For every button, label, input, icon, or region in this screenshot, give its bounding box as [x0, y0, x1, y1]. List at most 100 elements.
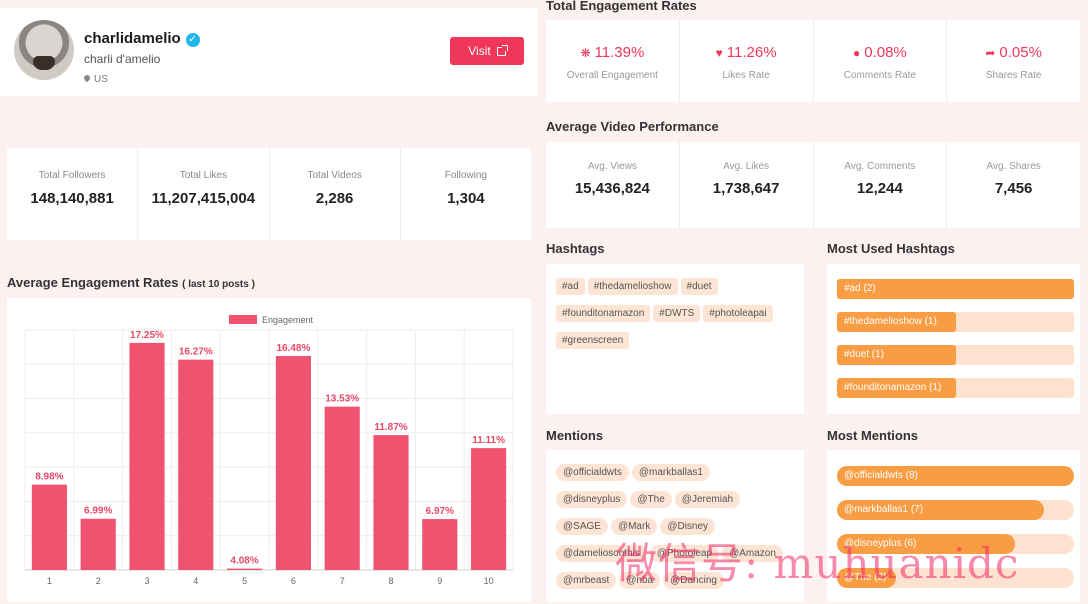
stat-total-videos: Total Videos 2,286 — [268, 148, 400, 240]
external-link-icon — [496, 44, 508, 56]
hashtag-tag[interactable]: #thedamelioshow — [587, 278, 678, 295]
chart-x-tick: 9 — [437, 576, 442, 586]
hashtag-tag[interactable]: #photoleapai — [703, 305, 773, 322]
engagement-chart-card: Engagement 8.98% 1 6.99% 2 17.25% 3 16.27% 4 4.08… — [7, 298, 531, 602]
chart-bar — [275, 356, 311, 570]
profile-country: US — [82, 73, 108, 85]
profile-display-name: charli d'amelio — [84, 52, 161, 66]
hashtag-tag[interactable]: #ad — [556, 278, 585, 295]
mention-tag[interactable]: @nba — [619, 572, 661, 589]
hashtag-bar: #founditonamazon (1) — [837, 378, 956, 398]
rate-likes: ♥ 11.26% Likes Rate — [678, 20, 813, 102]
engagement-title: Total Engagement Rates — [546, 0, 697, 13]
mention-tag[interactable]: @markballas1 — [631, 464, 710, 481]
hashtag-bar-row: #thedamelioshow (1) — [837, 312, 1074, 332]
chart-bar — [31, 484, 67, 570]
chart-bar — [80, 518, 116, 570]
mention-tag[interactable]: @SAGE — [556, 518, 608, 535]
perf-avg-likes: Avg. Likes 1,738,647 — [678, 142, 813, 228]
hashtag-bar: #ad (2) — [837, 279, 1074, 299]
perf-avg-shares: Avg. Shares 7,456 — [946, 142, 1080, 228]
mention-tag[interactable]: @Disney — [660, 518, 716, 535]
mention-bar-row: @officialdwts (8) — [837, 466, 1074, 486]
hashtag-tag[interactable]: #duet — [680, 278, 718, 295]
hashtags-card: #ad #thedamelioshow #duet #founditonamazon… — [546, 264, 804, 414]
stat-following: Following 1,304 — [399, 148, 531, 240]
video-performance-title: Average Video Performance — [546, 119, 719, 134]
profile-username: charlidamelio ✓ — [84, 30, 200, 47]
hashtag-bar: #thedamelioshow (1) — [837, 312, 956, 332]
chart-data-label: 16.48% — [276, 343, 310, 354]
chart-x-tick: 5 — [242, 576, 247, 586]
sparkle-icon: ❋ — [580, 46, 591, 60]
chart-legend-swatch — [229, 315, 257, 324]
chart-x-tick: 3 — [144, 576, 149, 586]
mention-tag[interactable]: @Amazon — [722, 545, 783, 562]
chart-data-label: 11.87% — [374, 422, 407, 433]
engagement-rates-card: ❋ 11.39% Overall Engagement ♥ 11.26% Likes R… — [546, 20, 1080, 102]
mention-bar: @disneyplus (6) — [837, 534, 1015, 554]
location-pin-icon — [82, 73, 92, 83]
chart-data-label: 6.97% — [426, 506, 454, 517]
rate-overall-engagement: ❋ 11.39% Overall Engagement — [566, 44, 658, 81]
video-performance-card: Avg. Views 15,436,824 Avg. Likes 1,738,647… — [546, 142, 1080, 228]
chart-bar — [129, 342, 165, 570]
mention-tag[interactable]: @The — [630, 491, 672, 508]
chart-x-tick: 8 — [388, 576, 393, 586]
mention-tag[interactable]: @Jeremiah — [674, 491, 741, 508]
engagement-bar-chart: Engagement 8.98% 1 6.99% 2 17.25% 3 16.27% 4 4.08… — [24, 315, 514, 586]
chart-data-label: 8.98% — [35, 472, 63, 483]
profile-card: charlidamelio ✓ charli d'amelio US Visit — [0, 8, 538, 96]
chart-data-label: 11.11% — [472, 435, 505, 446]
chart-bar — [178, 359, 214, 570]
mention-tag[interactable]: @Mark — [610, 518, 658, 535]
watermark-text: 微信号: muhuanidc — [615, 539, 1020, 588]
chart-data-label: 4.08% — [230, 556, 258, 567]
hashtags-title: Hashtags — [546, 241, 605, 256]
rate-comments: ● 0.08% Comments Rate — [812, 20, 947, 102]
hashtag-tag[interactable]: #DWTS — [653, 305, 701, 322]
mention-bar: @The (2) — [837, 568, 897, 588]
rate-shares: ➦ 0.05% Shares Rate — [946, 20, 1080, 102]
mention-tag[interactable]: @Photoleap — [649, 545, 720, 562]
chart-x-tick: 10 — [484, 576, 494, 586]
hashtag-bar-row: #duet (1) — [837, 345, 1074, 365]
heart-icon: ♥ — [715, 46, 723, 60]
chart-bar — [227, 568, 263, 570]
perf-avg-comments: Avg. Comments 12,244 — [812, 142, 947, 228]
hashtag-tag[interactable]: #greenscreen — [556, 332, 630, 349]
mention-bar-row: @markballas1 (7) — [837, 500, 1074, 520]
most-used-hashtags-title: Most Used Hashtags — [827, 241, 955, 256]
chart-bar — [422, 519, 458, 570]
chart-bar — [324, 406, 360, 570]
chart-data-label: 16.27% — [179, 347, 213, 358]
most-mentions-title: Most Mentions — [827, 428, 918, 443]
mention-tag[interactable]: @officialdwts — [556, 464, 629, 481]
mention-tag[interactable]: @disneyplus — [556, 491, 628, 508]
chart-x-tick: 2 — [96, 576, 101, 586]
mention-tag[interactable]: @dameliosonthis — [556, 545, 647, 562]
visit-button[interactable]: Visit — [450, 37, 524, 65]
most-used-hashtags-card: #ad (2) #thedamelioshow (1) #duet (1) #f… — [827, 264, 1080, 414]
chart-section-title: Average Engagement Rates ( last 10 posts… — [7, 275, 255, 290]
chart-legend-label: Engagement — [262, 315, 314, 325]
hashtag-tag[interactable]: #founditonamazon — [556, 305, 651, 322]
hashtag-bar: #duet (1) — [837, 345, 956, 365]
stat-total-likes: Total Likes 11,207,415,004 — [137, 148, 268, 240]
chart-x-tick: 6 — [291, 576, 296, 586]
chart-x-tick: 7 — [340, 576, 345, 586]
mention-tag[interactable]: @mrbeast — [556, 572, 617, 589]
profile-stats: Total Followers 148,140,881 Total Likes 11… — [7, 148, 531, 240]
hashtag-bar-row: #founditonamazon (1) — [837, 378, 1074, 398]
perf-avg-views: Avg. Views 15,436,824 — [574, 161, 650, 197]
chart-bar — [373, 435, 409, 570]
chart-bar — [471, 448, 507, 570]
share-icon: ➦ — [985, 46, 996, 60]
hashtag-bar-row: #ad (2) — [837, 279, 1074, 299]
verified-badge-icon: ✓ — [185, 33, 200, 47]
mention-tag[interactable]: @Dancing — [663, 572, 724, 589]
mention-bar-row: @The (2) — [837, 568, 1074, 588]
chart-data-label: 6.99% — [84, 506, 112, 517]
avatar[interactable] — [14, 20, 74, 80]
mention-bar: @officialdwts (8) — [837, 466, 1074, 486]
